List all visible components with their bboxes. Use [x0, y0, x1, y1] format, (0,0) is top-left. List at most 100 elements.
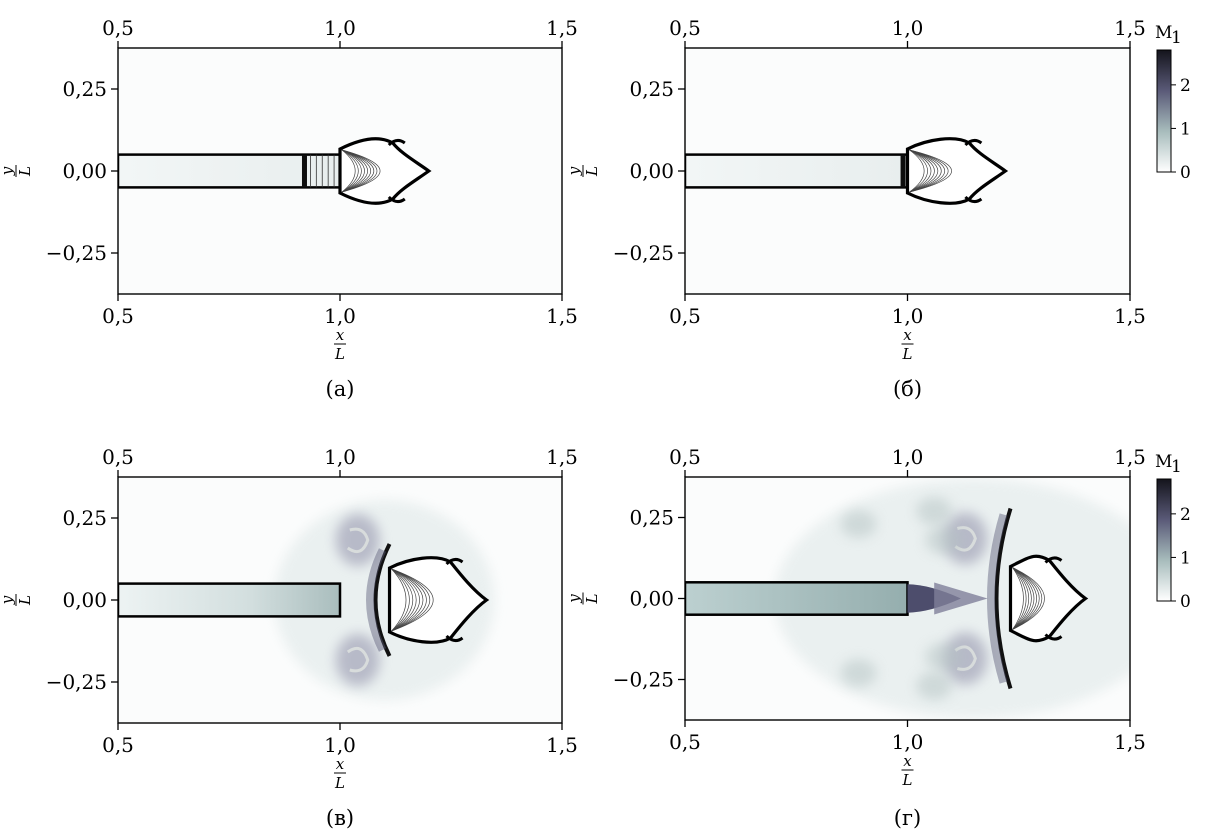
colorbar-tick-label: 1: [1180, 548, 1191, 568]
contour-line: [1012, 567, 1029, 630]
vortex-core: [954, 526, 977, 552]
jet-head-curl: [1044, 633, 1063, 641]
y-tick-label: 0,25: [629, 77, 674, 101]
x-tick-label-bottom: 0,5: [102, 304, 134, 328]
contour-line: [1012, 567, 1035, 630]
nozzle: [685, 581, 909, 616]
contour-line: [341, 149, 378, 193]
x-label-numerator: x: [336, 326, 345, 344]
contour-line: [391, 568, 434, 632]
x-tick-label-top: 0,5: [669, 445, 701, 469]
contour-line: [909, 149, 952, 193]
colorbar-label-subscript: 1: [1171, 457, 1182, 477]
contour-line: [391, 568, 417, 632]
vortex: [840, 659, 877, 688]
contour-line: [1012, 567, 1024, 630]
colorbar-tick-label: 2: [1180, 505, 1191, 525]
jet-head: [338, 137, 432, 205]
contour-line: [341, 149, 372, 193]
x-axis-label: xL: [901, 326, 914, 363]
y-tick-label: −0,25: [46, 670, 107, 694]
vortex-core: [346, 527, 370, 554]
x-tick-label-bottom: 1,0: [324, 733, 356, 757]
vortex: [925, 642, 962, 671]
contour-line: [341, 149, 381, 193]
vortex: [916, 671, 953, 700]
x-tick-label-top: 1,0: [324, 16, 356, 40]
contour-line: [909, 149, 945, 193]
x-tick-label-top: 1,5: [1114, 16, 1146, 40]
colorbar-label-subscript: 1: [1171, 28, 1182, 48]
x-tick-label-bottom: 1,0: [892, 730, 924, 754]
contour-line: [909, 149, 939, 193]
colorbar-label: M: [1155, 23, 1172, 43]
y-label-denominator: L: [583, 166, 601, 177]
bow-shock: [366, 548, 387, 652]
x-tick-label-bottom: 1,5: [546, 304, 578, 328]
y-tick-label: 0,00: [629, 159, 674, 183]
contour-line: [909, 149, 949, 193]
colorbar-gradient: [1156, 49, 1172, 173]
y-tick-label: 0,25: [629, 506, 674, 530]
jet-head-curl: [445, 557, 464, 566]
jet-head-curl: [964, 138, 983, 147]
y-label-denominator: L: [583, 593, 601, 604]
contour-line: [391, 568, 431, 632]
panel-caption: (в): [326, 806, 354, 830]
contour-line: [341, 149, 362, 193]
jet-head-curl: [445, 634, 464, 643]
y-label-numerator: y: [0, 166, 16, 176]
colorbar-tick-label: 2: [1180, 76, 1191, 96]
contour-line: [391, 568, 410, 632]
contour-line: [1012, 567, 1042, 630]
contour-line: [1012, 567, 1037, 630]
x-tick-label-top: 1,0: [892, 445, 924, 469]
x-label-numerator: x: [903, 752, 912, 770]
vortex: [335, 514, 380, 566]
x-tick-label-top: 1,0: [892, 16, 924, 40]
contour-line: [909, 149, 935, 193]
jet-head-curl: [964, 195, 983, 204]
contour-line: [909, 149, 932, 193]
flow-field: [685, 478, 1130, 719]
x-axis-label: xL: [334, 326, 346, 363]
x-tick-label-bottom: 1,0: [892, 304, 924, 328]
y-tick-label: 0,00: [62, 159, 107, 183]
vortex: [335, 634, 380, 686]
x-label-denominator: L: [902, 771, 913, 789]
x-tick-label-top: 0,5: [102, 445, 134, 469]
y-tick-label: −0,25: [46, 241, 107, 265]
contour-line: [391, 568, 414, 632]
x-tick-label-bottom: 0,5: [669, 730, 701, 754]
contour-line: [391, 568, 427, 632]
flow-field: [685, 137, 1009, 205]
vortex: [943, 512, 988, 565]
x-tick-label-top: 1,5: [546, 16, 578, 40]
panel-caption: (а): [326, 377, 355, 401]
x-tick-label-bottom: 1,5: [1114, 730, 1146, 754]
contour-line: [341, 149, 356, 193]
contour-line: [1012, 567, 1040, 630]
contour-line: [341, 149, 365, 193]
y-tick-label: 0,25: [62, 506, 107, 530]
jet-head: [905, 137, 1009, 205]
x-tick-label-bottom: 0,5: [669, 304, 701, 328]
x-tick-label-bottom: 1,5: [1114, 304, 1146, 328]
contour-line: [391, 568, 420, 632]
contour-line: [909, 149, 942, 193]
colorbar-tick-label: 0: [1180, 163, 1191, 183]
y-axis-label: yL: [0, 165, 34, 177]
colorbar-tick-label: 1: [1180, 119, 1191, 139]
contour-line: [1012, 567, 1045, 630]
bow-shock: [994, 507, 1013, 690]
contour-line: [341, 149, 374, 193]
x-label-numerator: x: [336, 755, 345, 773]
colorbar-label: M: [1155, 452, 1172, 472]
y-label-numerator: y: [0, 595, 16, 605]
